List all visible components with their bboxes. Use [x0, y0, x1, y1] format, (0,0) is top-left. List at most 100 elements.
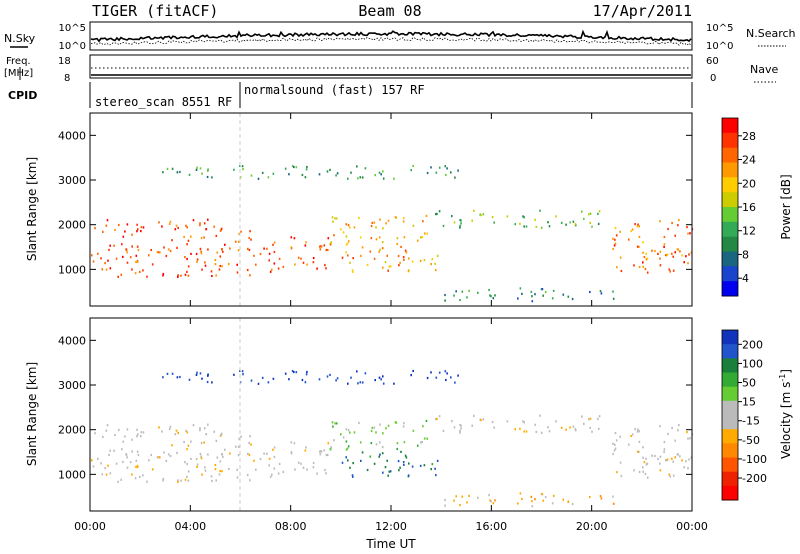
power-cell	[347, 224, 350, 227]
velocity-cell	[678, 424, 680, 427]
power-cell	[347, 240, 350, 243]
power-cell	[384, 261, 387, 264]
velocity-cell	[407, 474, 410, 477]
power-cell	[126, 223, 129, 226]
velocity-cell	[628, 443, 630, 446]
power-cell	[562, 293, 565, 296]
power-cell	[599, 290, 602, 293]
velocity-cell	[300, 462, 302, 465]
velocity-cell	[156, 456, 159, 459]
power-cell	[425, 214, 428, 217]
velocity-cell	[540, 493, 543, 496]
power-cell	[305, 168, 308, 171]
velocity-cell	[290, 452, 293, 455]
velocity-cell	[674, 456, 676, 459]
velocity-cell	[135, 465, 137, 469]
velocity-cell	[151, 468, 154, 471]
velocity-cell	[236, 476, 239, 479]
velocity-cell	[381, 446, 384, 449]
power-cell	[333, 234, 335, 237]
velocity-cell	[403, 422, 405, 425]
velocity-cell	[370, 429, 373, 433]
velocity-cell	[347, 429, 350, 432]
velocity-cell	[369, 455, 372, 458]
velocity-cell	[489, 499, 491, 502]
velocity-cell	[690, 456, 693, 459]
power-cell	[250, 174, 253, 177]
power-cell	[633, 264, 635, 267]
velocity-cell	[490, 500, 492, 503]
power-cell	[272, 172, 275, 175]
power-cell	[186, 270, 188, 273]
power-cell	[460, 219, 462, 222]
velocity-cell	[423, 464, 426, 467]
power-cell	[156, 251, 159, 254]
power-cell	[490, 295, 492, 298]
power-cell	[659, 250, 662, 253]
velocity-cell	[687, 437, 689, 440]
velocity-cell	[282, 470, 285, 473]
velocity-cell	[272, 377, 275, 380]
velocity-cell	[637, 428, 639, 431]
velocity-cell	[312, 461, 315, 465]
power-cell	[378, 250, 380, 253]
colorbar-swatch	[722, 457, 738, 473]
colorbar-swatch	[722, 400, 738, 416]
colorbar-swatch	[722, 236, 738, 252]
nave-tick-bottom: 0	[710, 73, 716, 84]
power-cell	[459, 299, 461, 302]
power-cell	[185, 224, 187, 227]
power-cell	[674, 234, 676, 237]
velocity-cell	[220, 432, 223, 435]
velocity-cell	[599, 495, 602, 498]
velocity-cell	[207, 453, 209, 456]
power-cell	[589, 290, 591, 294]
velocity-cell	[494, 499, 496, 502]
velocity-cell	[435, 418, 437, 421]
velocity-cell	[135, 459, 138, 462]
colorbar-swatch	[722, 281, 738, 297]
colorbar-swatch	[722, 358, 738, 373]
power-cell	[236, 271, 239, 274]
power-cell	[142, 226, 145, 229]
velocity-cell	[319, 450, 321, 453]
power-cell	[228, 262, 230, 266]
velocity-cell	[216, 456, 219, 459]
power-cell	[273, 241, 276, 244]
colorbar-tick-label: 15	[742, 396, 756, 409]
power-cell	[161, 225, 163, 228]
power-panel-bg	[90, 113, 692, 306]
power-cell	[642, 261, 644, 264]
power-cell	[671, 252, 673, 255]
power-cell	[199, 222, 201, 225]
velocity-cell	[581, 415, 583, 418]
velocity-cell	[221, 453, 223, 456]
power-cell	[405, 251, 408, 254]
power-cell	[668, 268, 671, 271]
velocity-cell	[551, 502, 554, 505]
power-cell	[340, 228, 342, 231]
velocity-cell	[642, 456, 644, 459]
power-cell	[237, 240, 240, 243]
power-y-axis: 1000 2000 3000 4000	[58, 129, 692, 276]
velocity-cell	[535, 430, 538, 433]
colorbar-tick-label: 28	[742, 130, 756, 143]
power-cell	[327, 237, 330, 240]
power-cell	[267, 176, 270, 179]
velocity-cell	[552, 494, 555, 497]
power-cell	[555, 215, 557, 218]
power-cell	[199, 247, 202, 250]
velocity-cell	[125, 453, 127, 456]
velocity-cell	[233, 373, 235, 376]
velocity-cell	[302, 466, 305, 469]
velocity-cell	[686, 431, 688, 434]
velocity-cell	[118, 428, 120, 432]
colorbar-tick-label: 4	[742, 272, 749, 285]
power-cell	[523, 216, 525, 219]
power-cell	[125, 248, 127, 251]
power-cell	[588, 213, 590, 216]
velocity-cell	[382, 432, 384, 435]
colorbar-swatch	[722, 221, 738, 238]
power-colorbar-ticks: 28 24 20 16 12 8 4	[738, 130, 756, 285]
velocity-cell	[382, 382, 385, 385]
